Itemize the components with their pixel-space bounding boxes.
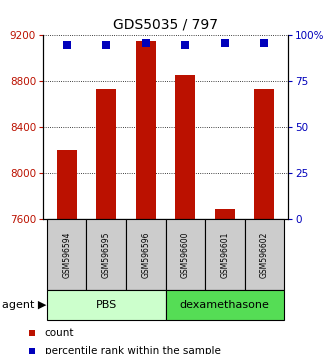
Point	[29, 348, 34, 354]
Point	[104, 42, 109, 47]
Bar	[57, 150, 76, 219]
Text: GSM596596: GSM596596	[141, 232, 150, 278]
Text: PBS: PBS	[96, 300, 117, 310]
Point	[261, 40, 267, 46]
Bar	[215, 209, 235, 219]
Bar	[166, 219, 205, 290]
Text: dexamethasone: dexamethasone	[180, 300, 270, 310]
Text: GSM596602: GSM596602	[260, 232, 269, 278]
Text: GSM596601: GSM596601	[220, 232, 229, 278]
Text: count: count	[45, 328, 74, 338]
Bar	[175, 75, 195, 219]
Bar	[47, 219, 86, 290]
Point	[183, 42, 188, 47]
Bar	[86, 219, 126, 290]
Bar	[96, 90, 116, 219]
Title: GDS5035 / 797: GDS5035 / 797	[113, 17, 218, 32]
Bar	[205, 219, 245, 290]
Text: GSM596595: GSM596595	[102, 232, 111, 278]
Text: GSM596600: GSM596600	[181, 232, 190, 278]
Point	[29, 330, 34, 336]
Point	[222, 40, 227, 46]
Text: agent ▶: agent ▶	[2, 300, 46, 310]
Point	[143, 40, 148, 46]
Point	[64, 42, 70, 47]
Bar	[47, 290, 166, 320]
Bar	[126, 219, 166, 290]
Bar	[255, 90, 274, 219]
Text: GSM596594: GSM596594	[62, 232, 71, 278]
Bar	[136, 41, 156, 219]
Text: percentile rank within the sample: percentile rank within the sample	[45, 346, 221, 354]
Bar	[245, 219, 284, 290]
Bar	[166, 290, 284, 320]
